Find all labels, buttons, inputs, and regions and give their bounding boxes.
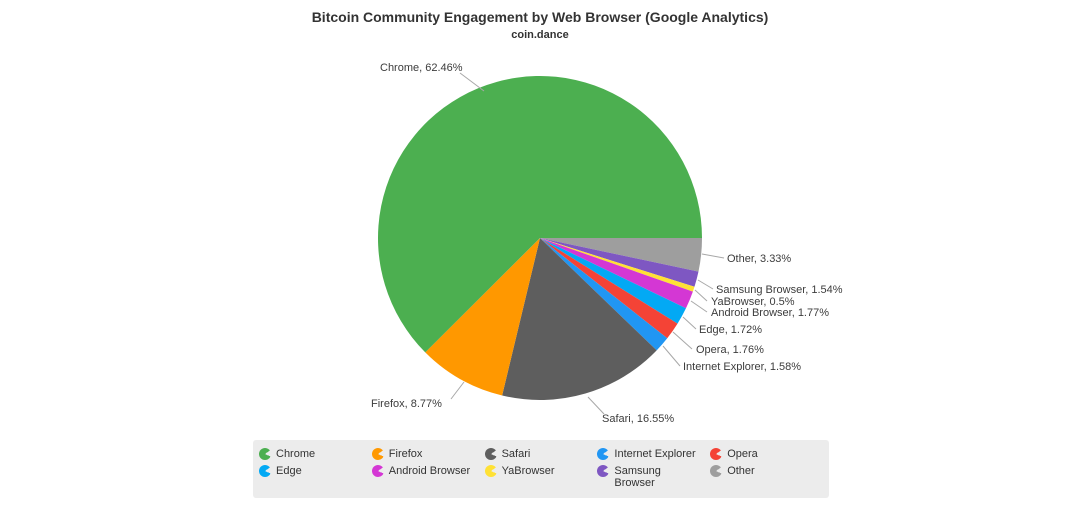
slice-label-opera: Opera, 1.76% bbox=[696, 344, 764, 356]
pie-slice-other[interactable] bbox=[540, 238, 702, 272]
label-connector-line bbox=[701, 253, 725, 259]
android-browser-pie-marker-icon bbox=[371, 464, 384, 477]
firefox-pie-marker-icon bbox=[371, 448, 384, 460]
pie-slice-edge[interactable] bbox=[540, 238, 686, 324]
slice-label-yabrowser: YaBrowser, 0.5% bbox=[711, 296, 795, 308]
pie-slice-yabrowser[interactable] bbox=[540, 238, 695, 292]
pie-slice-firefox[interactable] bbox=[425, 238, 540, 396]
legend-label-yabrowser: YaBrowser bbox=[501, 464, 555, 477]
opera-pie-marker-icon bbox=[710, 448, 723, 460]
legend-item-edge[interactable]: Edge bbox=[259, 464, 372, 490]
legend-label-internet-explorer: Internet Explorer bbox=[614, 448, 696, 460]
legend-item-firefox[interactable]: Firefox bbox=[371, 448, 485, 461]
legend: Chrome Firefox Safari Internet Explorer … bbox=[253, 440, 829, 498]
slice-label-other: Other, 3.33% bbox=[727, 253, 792, 265]
legend-item-other[interactable]: Other bbox=[710, 464, 823, 490]
safari-pie-marker-icon bbox=[484, 448, 497, 460]
pie-slice-safari[interactable] bbox=[502, 238, 657, 401]
legend-item-chrome[interactable]: Chrome bbox=[259, 448, 372, 461]
label-connector-line bbox=[697, 279, 714, 290]
legend-label-opera: Opera bbox=[727, 448, 758, 460]
legend-label-safari: Safari bbox=[501, 448, 531, 460]
chrome-pie-marker-icon bbox=[259, 448, 271, 460]
slice-label-chrome: Chrome, 62.46% bbox=[380, 62, 463, 74]
slice-label-android-browser: Android Browser, 1.77% bbox=[711, 307, 830, 319]
label-connector-line bbox=[682, 316, 697, 330]
slice-label-edge: Edge, 1.72% bbox=[699, 324, 762, 336]
legend-item-android-browser[interactable]: Android Browser bbox=[371, 464, 485, 490]
label-connector-line bbox=[690, 300, 708, 313]
legend-label-other: Other bbox=[727, 464, 755, 477]
legend-label-firefox: Firefox bbox=[388, 448, 423, 460]
chart-title: Bitcoin Community Engagement by Web Brow… bbox=[311, 9, 769, 25]
internet-explorer-pie-marker-icon bbox=[597, 448, 610, 460]
pie-slice-android-browser[interactable] bbox=[540, 238, 693, 309]
other-pie-marker-icon bbox=[710, 464, 723, 477]
label-connector-line bbox=[694, 289, 708, 302]
pie-slice-chrome[interactable] bbox=[378, 75, 702, 353]
legend-item-samsung-browser[interactable]: Samsung Browser bbox=[597, 464, 710, 490]
legend-item-safari[interactable]: Safari bbox=[484, 448, 598, 461]
pie-slice-opera[interactable] bbox=[540, 238, 678, 339]
pie-slice-samsung-browser[interactable] bbox=[540, 238, 699, 287]
slice-label-safari: Safari, 16.55% bbox=[602, 413, 675, 425]
legend-label-samsung-browser: Samsung Browser bbox=[614, 464, 661, 490]
label-connector-line bbox=[459, 72, 485, 92]
legend-label-chrome: Chrome bbox=[276, 448, 316, 460]
label-connector-line bbox=[450, 381, 465, 400]
legend-item-internet-explorer[interactable]: Internet Explorer bbox=[597, 448, 710, 461]
label-connector-line bbox=[672, 331, 693, 350]
legend-label-edge: Edge bbox=[276, 464, 302, 477]
label-connector-line bbox=[587, 396, 605, 415]
legend-item-yabrowser[interactable]: YaBrowser bbox=[484, 464, 598, 490]
yabrowser-pie-marker-icon bbox=[484, 464, 497, 477]
label-connector-line bbox=[662, 345, 681, 367]
edge-pie-marker-icon bbox=[259, 464, 271, 477]
pie-slice-internet-explorer[interactable] bbox=[540, 238, 668, 351]
chart-subtitle: coin.dance bbox=[511, 29, 569, 41]
slice-label-firefox: Firefox, 8.77% bbox=[371, 398, 442, 410]
samsung-browser-pie-marker-icon bbox=[597, 464, 610, 477]
legend-item-opera[interactable]: Opera bbox=[710, 448, 823, 461]
slice-label-samsung-browser: Samsung Browser, 1.54% bbox=[716, 284, 843, 296]
slice-label-internet-explorer: Internet Explorer, 1.58% bbox=[683, 361, 802, 373]
legend-label-android-browser: Android Browser bbox=[388, 464, 471, 477]
